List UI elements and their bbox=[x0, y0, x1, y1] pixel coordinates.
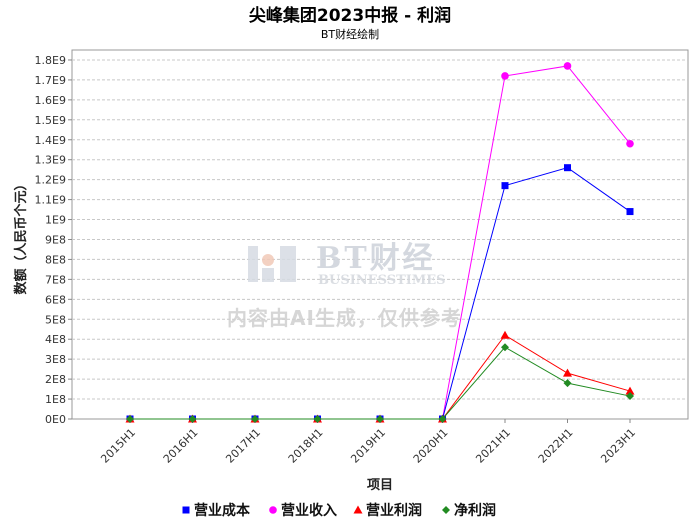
legend-label: 营业收入 bbox=[281, 502, 337, 519]
data-point bbox=[188, 415, 197, 423]
x-tick-label: 2017H1 bbox=[223, 426, 263, 466]
data-point bbox=[626, 139, 634, 148]
data-point bbox=[313, 415, 322, 423]
x-tick-label: 2015H1 bbox=[98, 426, 138, 466]
y-tick-label: 8E8 bbox=[45, 253, 66, 266]
y-axis-ticks: 0E0 1E8 2E8 3E8 4E8 5E8 6E8 7E8 8E8 9E8 1E9 1.1E9 1.… bbox=[35, 54, 72, 426]
y-tick-label: 1.5E9 bbox=[35, 114, 66, 127]
watermark-brand: BT财经 bbox=[316, 241, 436, 276]
legend-marker-icon bbox=[182, 506, 190, 514]
watermark-note: 内容由AI生成，仅供参考 bbox=[227, 306, 462, 330]
y-tick-label: 4E8 bbox=[45, 333, 66, 346]
y-tick-label: 3E8 bbox=[45, 353, 66, 366]
x-tick-label: 2020H1 bbox=[411, 426, 451, 466]
y-tick-label: 1.2E9 bbox=[35, 174, 66, 187]
data-point bbox=[251, 415, 259, 423]
data-point bbox=[501, 182, 509, 190]
x-tick-label: 2021H1 bbox=[473, 426, 513, 466]
watermark: BT财经 BUSINESSTIMES 内容由AI生成，仅供参考 bbox=[227, 241, 462, 330]
legend-marker-icon bbox=[353, 505, 363, 514]
y-tick-label: 1E8 bbox=[45, 393, 66, 406]
y-tick-label: 1.1E9 bbox=[35, 194, 66, 207]
data-point bbox=[625, 386, 635, 395]
legend-label: 营业利润 bbox=[366, 502, 422, 519]
legend-item: 营业成本 bbox=[182, 502, 251, 519]
watermark-sub: BUSINESSTIMES bbox=[318, 273, 446, 288]
y-tick-label: 1E9 bbox=[45, 214, 66, 227]
x-tick-label: 2019H1 bbox=[348, 426, 388, 466]
y-tick-label: 1.6E9 bbox=[35, 94, 66, 107]
data-point bbox=[501, 72, 509, 80]
y-tick-label: 1.3E9 bbox=[35, 154, 66, 167]
data-point bbox=[376, 415, 384, 423]
data-point bbox=[126, 415, 134, 423]
x-axis-label: 项目 bbox=[367, 478, 393, 493]
y-tick-label: 7E8 bbox=[45, 273, 66, 286]
watermark-logo-icon bbox=[248, 246, 296, 282]
data-point bbox=[500, 330, 510, 339]
x-tick-label: 2018H1 bbox=[286, 426, 326, 466]
x-tick-label: 2016H1 bbox=[161, 426, 201, 466]
y-tick-label: 5E8 bbox=[45, 313, 66, 326]
legend: 营业成本 营业收入 营业利润 净利润 bbox=[182, 502, 496, 519]
y-tick-label: 0E0 bbox=[45, 413, 66, 426]
chart-subtitle: BT财经绘制 bbox=[321, 27, 379, 41]
y-tick-label: 1.7E9 bbox=[35, 74, 66, 87]
legend-label: 净利润 bbox=[454, 502, 496, 519]
chart-title: 尖峰集团2023中报 - 利润 bbox=[249, 5, 451, 26]
data-point bbox=[564, 164, 571, 172]
data-point bbox=[626, 208, 634, 216]
data-point bbox=[438, 415, 447, 423]
data-point bbox=[501, 343, 509, 352]
data-point bbox=[626, 392, 634, 401]
x-tick-label: 2023H1 bbox=[598, 426, 638, 466]
x-axis-ticks: 2015H1 2016H1 2017H1 2018H1 2019H1 2020H1 2021… bbox=[98, 419, 638, 466]
data-point bbox=[563, 379, 572, 388]
legend-marker-icon bbox=[442, 506, 450, 514]
legend-item: 净利润 bbox=[442, 502, 496, 519]
grid-lines bbox=[72, 59, 688, 400]
plot-area bbox=[71, 49, 689, 420]
y-tick-label: 9E8 bbox=[45, 233, 66, 246]
y-tick-label: 1.4E9 bbox=[35, 134, 66, 147]
x-tick-label: 2022H1 bbox=[536, 426, 576, 466]
legend-item: 营业收入 bbox=[269, 502, 337, 519]
y-tick-label: 6E8 bbox=[45, 293, 66, 306]
series-layer bbox=[125, 62, 635, 423]
y-tick-label: 2E8 bbox=[45, 373, 66, 386]
y-tick-label: 1.8E9 bbox=[35, 54, 66, 67]
data-point bbox=[563, 368, 572, 377]
data-point bbox=[563, 62, 572, 70]
legend-item: 营业利润 bbox=[353, 502, 422, 519]
legend-label: 营业成本 bbox=[194, 502, 251, 519]
legend-marker-icon bbox=[269, 506, 277, 514]
y-axis-label: 数额（人民币个元） bbox=[13, 177, 29, 294]
